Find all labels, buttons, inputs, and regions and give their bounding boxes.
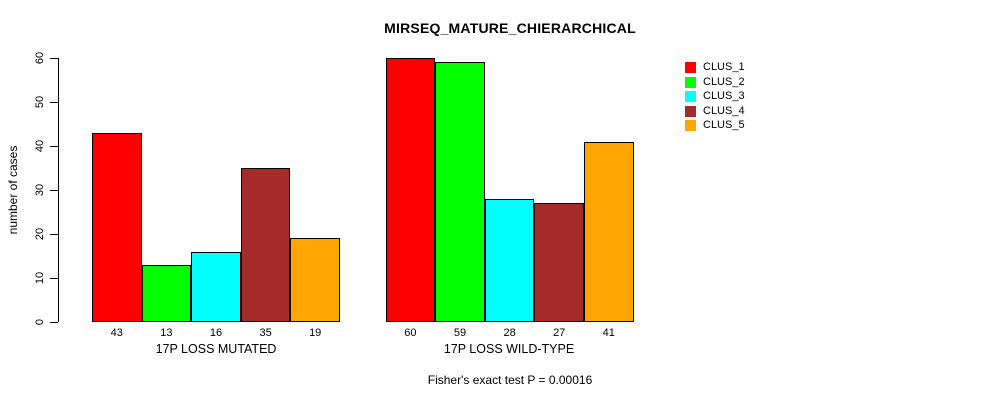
- bar-value-label-clus_2-group1: 13: [160, 327, 173, 339]
- bar-clus_2-group2: [435, 62, 485, 322]
- group-label-wildtype: 17P LOSS WILD-TYPE: [443, 342, 575, 356]
- bar-clus_4-group2: [534, 203, 584, 322]
- legend-row-clus_3: CLUS_3: [685, 91, 745, 102]
- bar-clus_5-group2: [584, 141, 634, 322]
- y-axis-label: number of cases: [6, 145, 20, 235]
- y-tick-mark-20: [50, 233, 58, 235]
- legend-label-clus_3: CLUS_3: [703, 90, 745, 102]
- bar-value-label-clus_5-group1: 19: [309, 327, 322, 339]
- bar-value-label-clus_4-group1: 35: [259, 327, 272, 339]
- bar-clus_5-group1: [290, 238, 340, 322]
- y-tick-label-10: 10: [34, 271, 46, 285]
- bar-value-label-clus_3-group1: 16: [209, 327, 223, 339]
- bar-clus_1-group1: [92, 132, 142, 322]
- legend-swatch-clus_3: [685, 91, 696, 102]
- y-tick-label-30: 30: [34, 183, 46, 197]
- bar-clus_2-group1: [141, 264, 192, 322]
- y-tick-label-40: 40: [34, 139, 46, 153]
- group-label-mutated: 17P LOSS MUTATED: [155, 342, 277, 356]
- legend-label-clus_1: CLUS_1: [703, 61, 745, 73]
- y-tick-mark-50: [50, 101, 58, 103]
- y-tick-label-50: 50: [34, 95, 46, 109]
- chart-title: MIRSEQ_MATURE_CHIERARCHICAL: [384, 20, 636, 36]
- bar-value-label-clus_2-group2: 59: [453, 327, 467, 339]
- bar-clus_3-group1: [191, 251, 241, 322]
- legend-row-clus_2: CLUS_2: [685, 75, 745, 88]
- legend-row-clus_1: CLUS_1: [685, 62, 745, 73]
- bar-clus_3-group2: [484, 198, 535, 322]
- legend-swatch-clus_5: [685, 120, 696, 131]
- legend-row-clus_4: CLUS_4: [685, 104, 745, 117]
- y-tick-label-60: 60: [34, 51, 46, 65]
- bar-value-label-clus_4-group2: 27: [553, 327, 566, 339]
- legend-row-clus_5: CLUS_5: [685, 120, 745, 131]
- bar-clus_4-group1: [240, 168, 291, 322]
- legend-swatch-clus_4: [685, 105, 696, 117]
- legend-label-clus_2: CLUS_2: [703, 75, 745, 88]
- y-tick-mark-0: [50, 321, 58, 323]
- legend-swatch-clus_2: [685, 76, 696, 88]
- y-axis-line: [58, 58, 59, 322]
- bar-clus_1-group2: [385, 58, 436, 322]
- y-tick-mark-30: [50, 189, 58, 191]
- legend-label-clus_4: CLUS_4: [703, 104, 745, 117]
- bar-value-label-clus_1-group1: 43: [110, 327, 123, 339]
- y-tick-mark-60: [50, 57, 58, 59]
- bar-value-label-clus_5-group2: 41: [602, 327, 615, 339]
- legend-swatch-clus_1: [685, 62, 696, 73]
- legend-label-clus_5: CLUS_5: [703, 119, 745, 131]
- bar-value-label-clus_3-group2: 28: [503, 327, 516, 339]
- bar-value-label-clus_1-group2: 60: [404, 327, 417, 339]
- y-tick-mark-10: [50, 277, 58, 279]
- y-tick-label-0: 0: [34, 318, 46, 326]
- y-tick-label-20: 20: [34, 227, 46, 241]
- fisher-test-footnote: Fisher's exact test P = 0.00016: [427, 373, 593, 387]
- y-tick-mark-40: [50, 145, 58, 147]
